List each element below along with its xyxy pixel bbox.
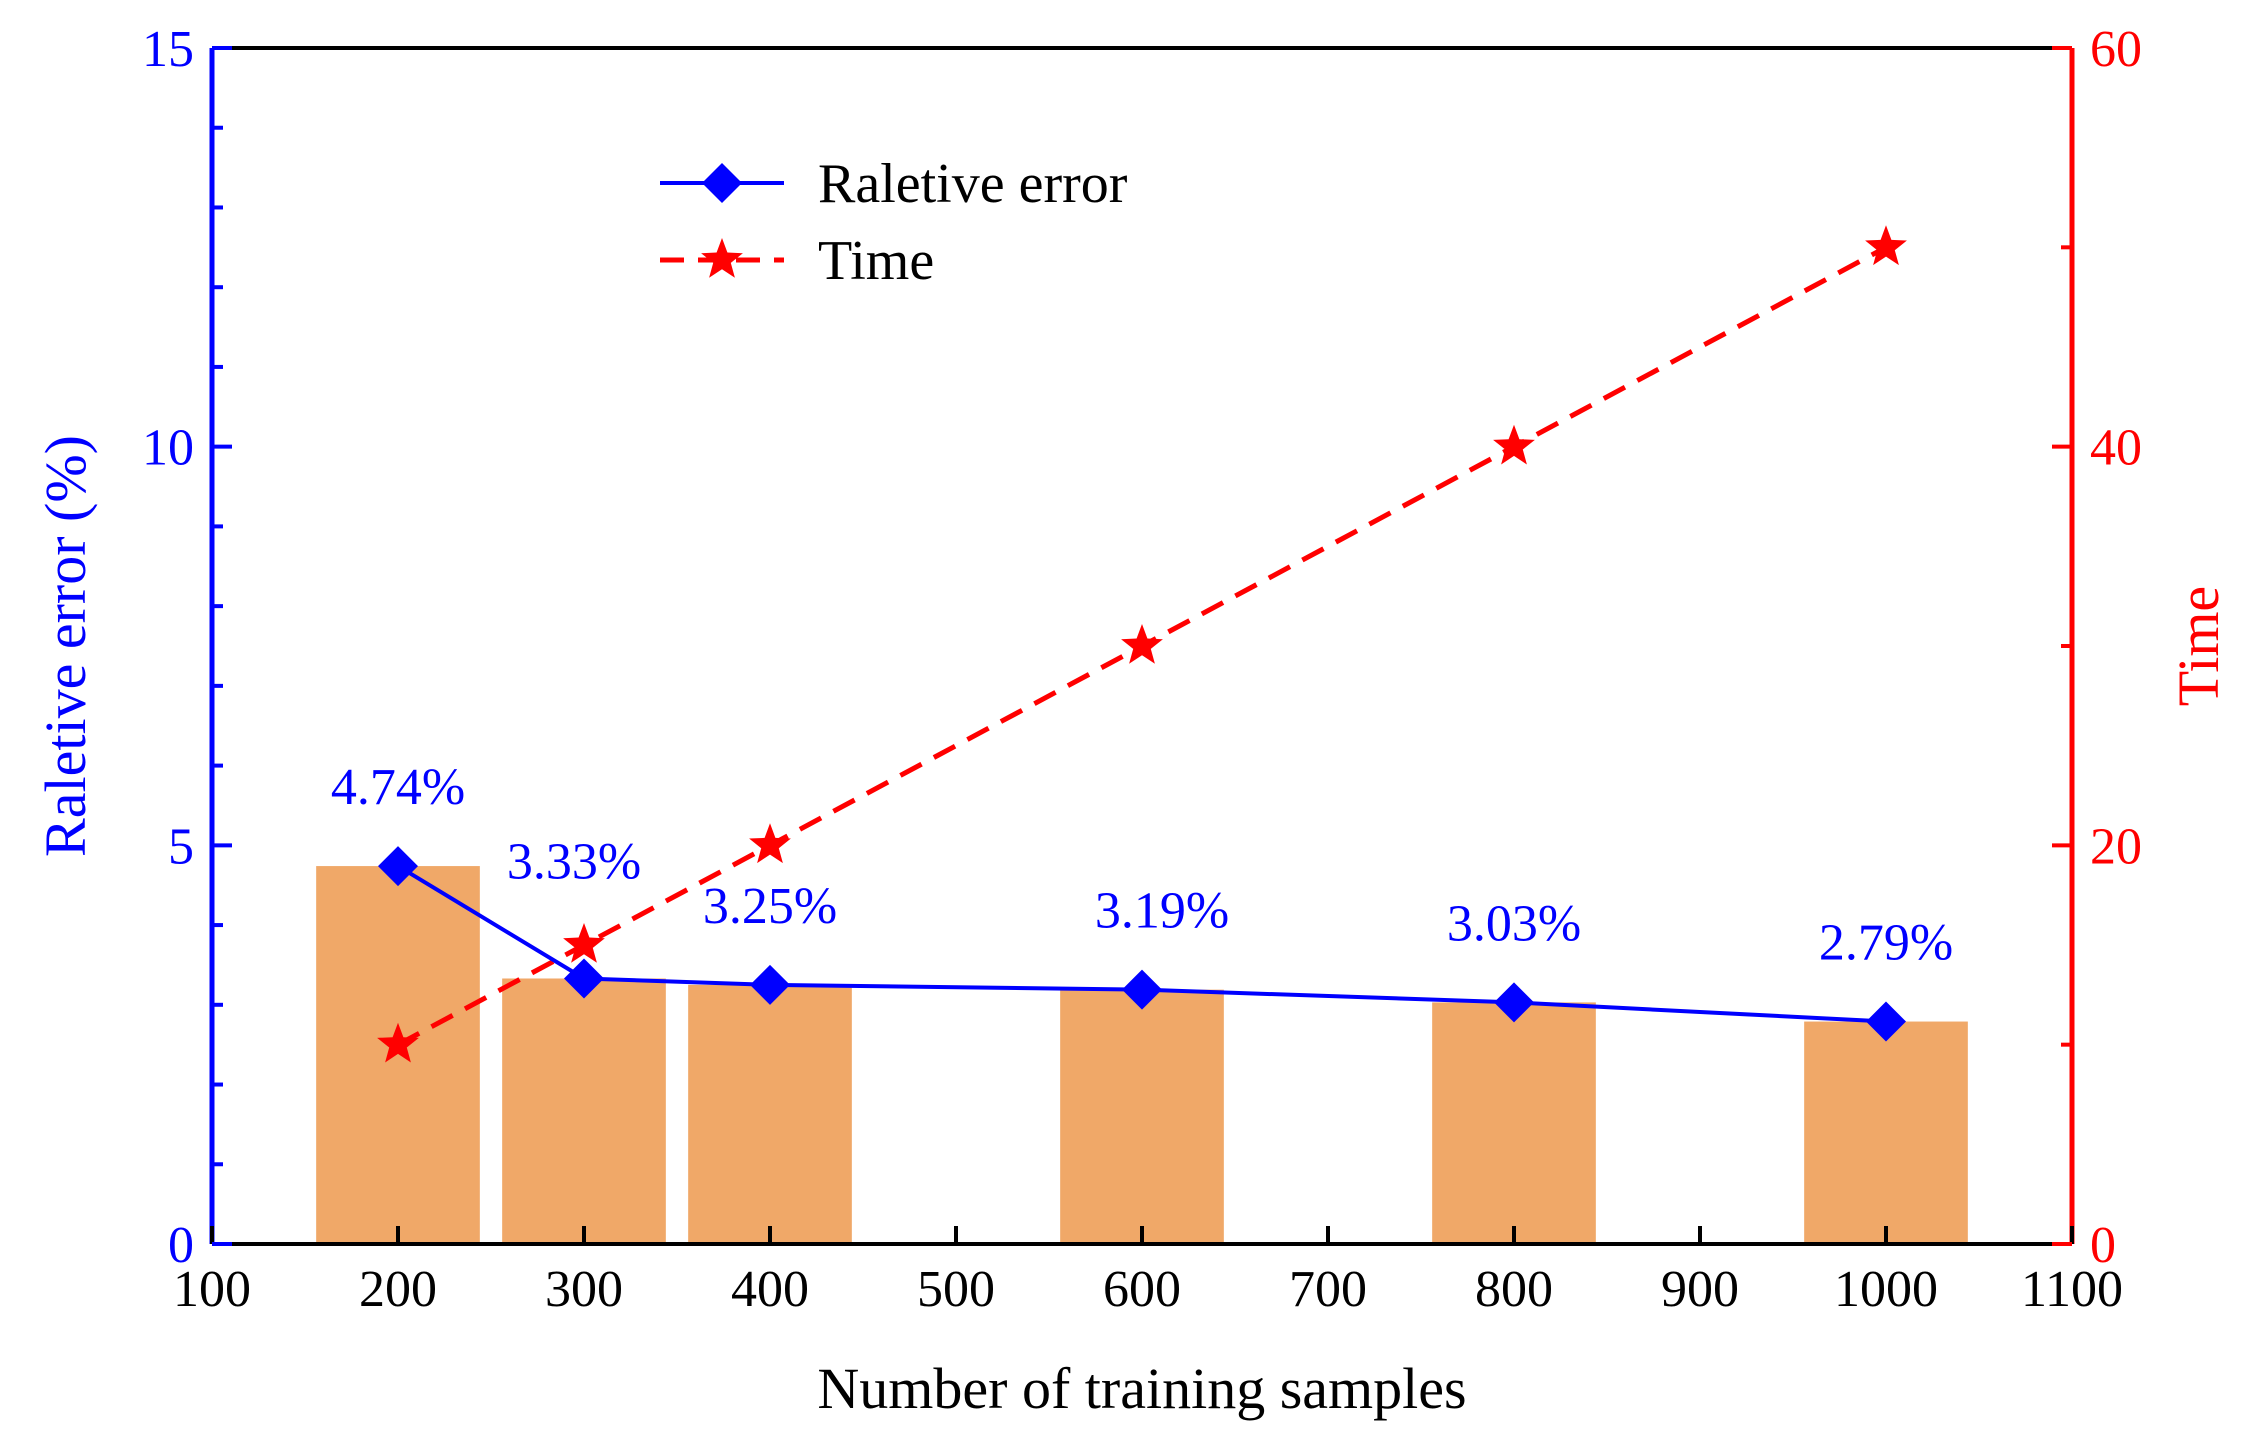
x-tick-label-900: 900 [1661,1261,1739,1318]
legend: Raletive error Time [660,153,1128,292]
y-left-tick-label-15: 15 [142,21,194,78]
time-point-300 [563,923,605,963]
y-right-tick-label-40: 40 [2090,420,2142,477]
x-tick-label-800: 800 [1475,1261,1553,1318]
y-left-tick-label-5: 5 [168,818,194,875]
bar-300 [502,978,666,1244]
y-left-tick-label-10: 10 [142,420,194,477]
error-series-line [396,864,1887,1024]
error-point-800 [1494,982,1534,1023]
x-tick-label-1000: 1000 [1834,1261,1938,1318]
data-label-800: 3.03% [1447,895,1581,952]
y-right-axis-title: Time [2166,586,2231,706]
lines-layer [377,225,1907,1063]
error-point-1000 [1866,1001,1906,1042]
x-tick-label-600: 600 [1103,1261,1181,1318]
data-labels-layer: 4.74% 3.33% 3.25% 3.19% 3.03% 2.79% [331,759,1953,971]
x-axis-title: Number of training samples [817,1356,1466,1421]
y-right-tick-label-0: 0 [2090,1217,2116,1274]
bar-600 [1060,989,1224,1244]
bar-400 [688,984,852,1244]
time-point-200 [377,1022,419,1063]
legend-time-marker [701,238,743,278]
axes-layer: 100 200 300 400 500 600 700 800 900 1000 1100Numbe… [33,21,2231,1421]
bar-800 [1432,1002,1596,1244]
error-point-200 [378,846,418,887]
data-label-600: 3.19% [1095,883,1229,940]
x-tick-label-400: 400 [731,1261,809,1318]
time-point-800 [1493,424,1535,465]
data-label-200: 4.74% [331,759,465,816]
x-tick-label-100: 100 [173,1261,251,1318]
error-point-600 [1122,969,1162,1010]
bars-layer [316,866,1968,1244]
error-point-400 [750,964,790,1005]
time-point-600 [1121,624,1163,664]
bar-1000 [1804,1021,1968,1244]
legend-error-label: Raletive error [818,153,1128,215]
bar-200 [316,866,480,1244]
y-right-tick-label-60: 60 [2090,21,2142,78]
y-left-tick-label-0: 0 [168,1217,194,1274]
x-tick-label-500: 500 [917,1261,995,1318]
legend-time-label: Time [818,230,934,292]
legend-error-marker [702,163,742,203]
data-label-1000: 2.79% [1819,915,1953,972]
x-tick-label-300: 300 [545,1261,623,1318]
y-right-tick-label-20: 20 [2090,818,2142,875]
x-tick-label-700: 700 [1289,1261,1367,1318]
time-point-400 [749,823,791,864]
time-point-1000 [1865,225,1907,266]
error-point-300 [564,958,604,999]
data-label-300: 3.33% [507,833,641,890]
data-label-400: 3.25% [703,878,837,935]
x-tick-label-200: 200 [359,1261,437,1318]
x-tick-label-1100: 1100 [2021,1261,2123,1318]
y-left-axis-title: Raletive error (%) [33,435,98,857]
